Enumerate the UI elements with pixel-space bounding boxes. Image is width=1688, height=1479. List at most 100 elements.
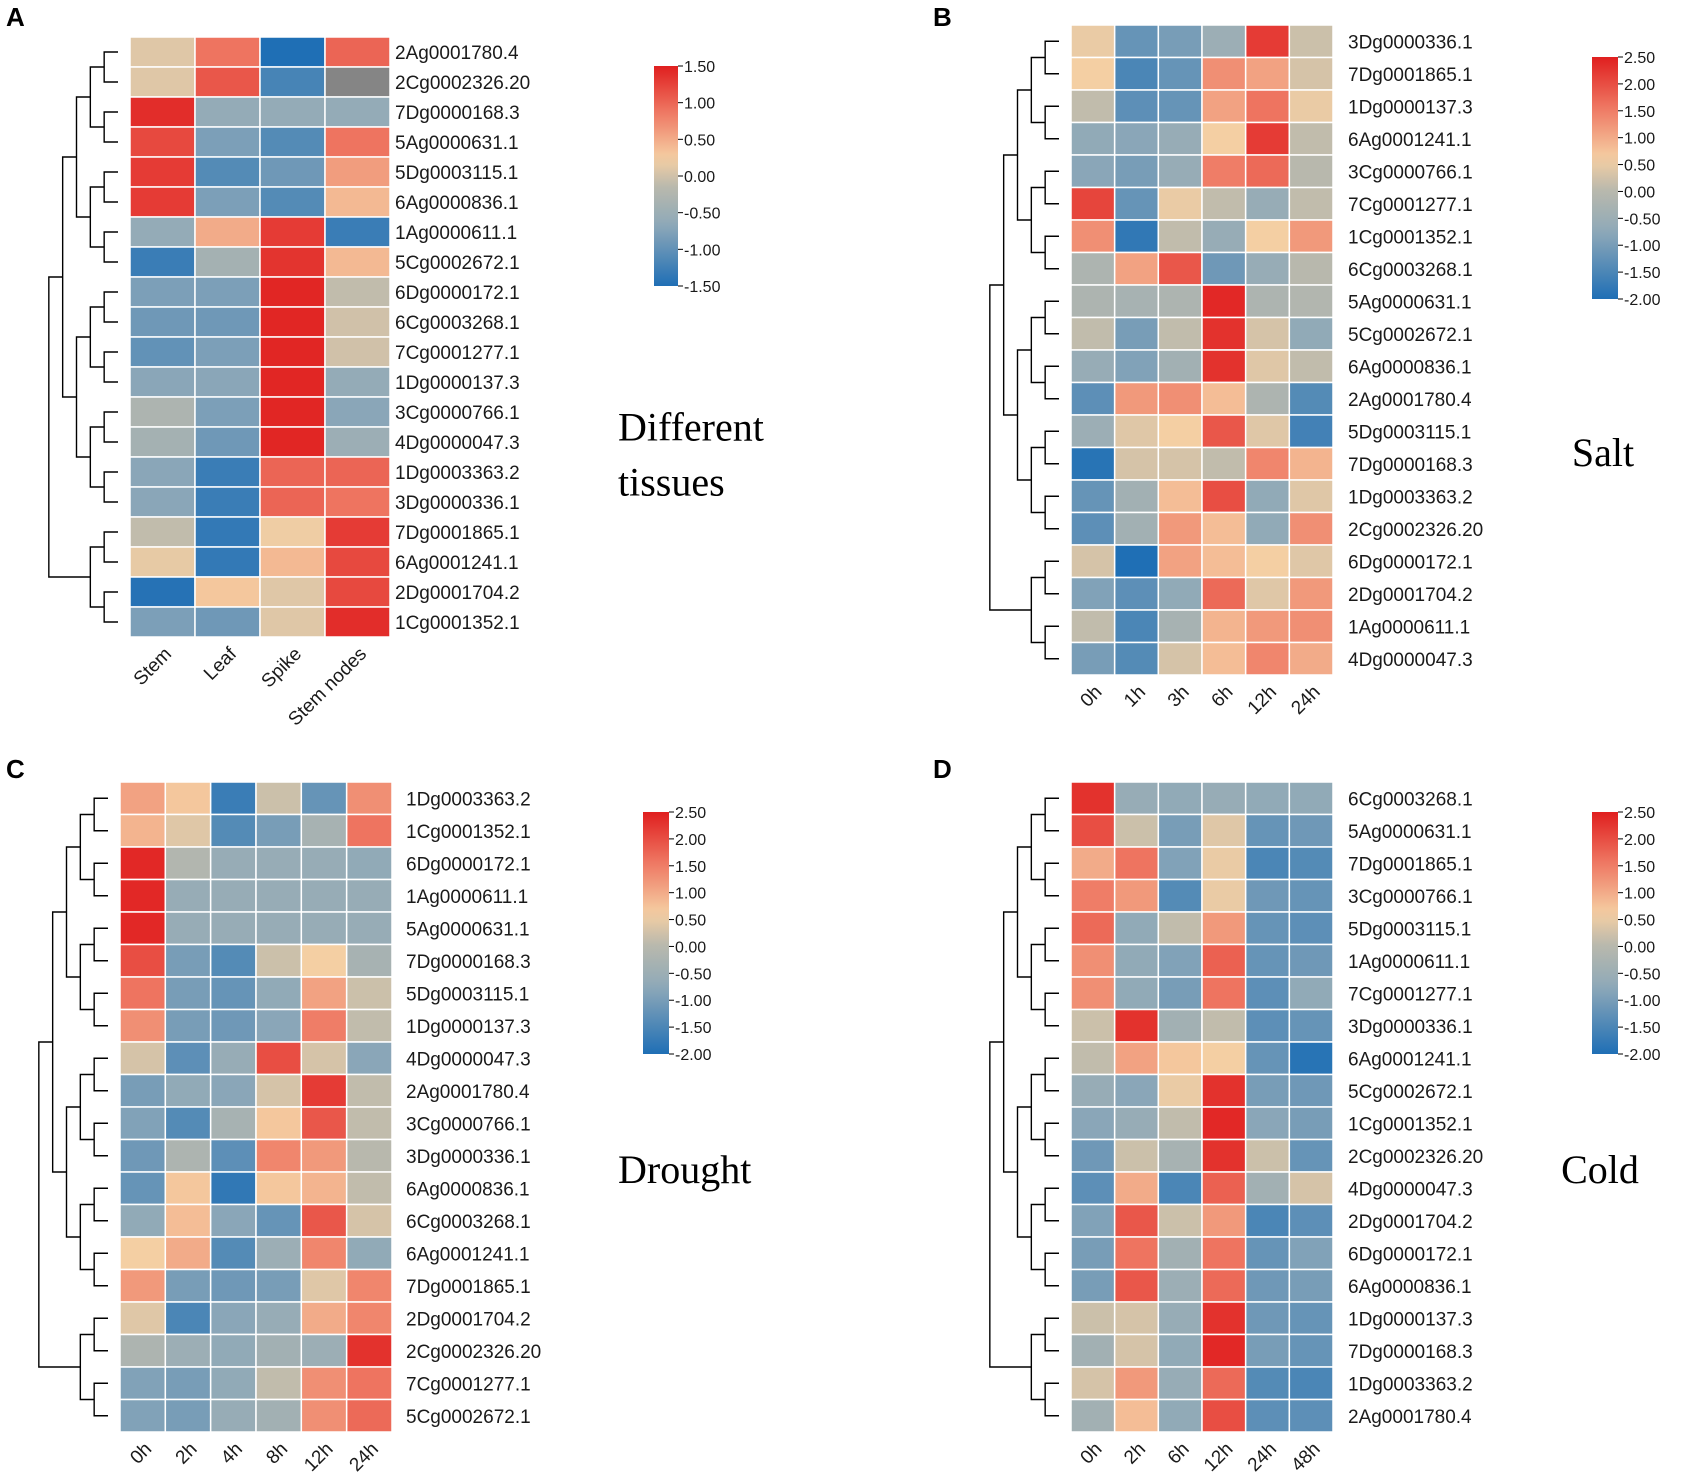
heatmap-cell (1113, 349, 1160, 384)
heatmap-cell (1070, 544, 1116, 579)
heatmap-cell (1288, 576, 1334, 611)
heatmap-cell (194, 66, 261, 98)
dendrogram-branch (93, 797, 108, 832)
heatmap-cell (1244, 24, 1291, 59)
color-scale-label: -1.00 (675, 993, 712, 1010)
row-label: 2Ag0001780.4 (406, 1082, 530, 1103)
heatmap-cell (324, 36, 391, 68)
dendrogram-branch (1016, 1106, 1032, 1238)
heatmap-cell (345, 878, 393, 913)
heatmap-cell (164, 1366, 212, 1401)
dendrogram-branch (93, 1122, 108, 1157)
heatmap-cell (1070, 1203, 1116, 1238)
row-label: 7Dg0000168.3 (406, 952, 531, 973)
row-label: 1Dg0000137.3 (1348, 97, 1473, 118)
heatmap-cell (345, 1138, 393, 1173)
dendrogram-branch (1044, 1122, 1059, 1157)
heatmap-cell (129, 486, 196, 518)
row-label: 6Dg0000172.1 (406, 854, 531, 875)
heatmap-cell (1201, 186, 1247, 221)
row-label: 3Dg0000336.1 (395, 493, 520, 514)
heatmap-cell (164, 1106, 212, 1141)
heatmap-cell (300, 1138, 348, 1173)
heatmap-cell (345, 911, 393, 946)
row-label: 6Ag0000836.1 (1348, 1277, 1472, 1298)
heatmap-cell (1288, 878, 1334, 913)
heatmap-cell (1244, 878, 1291, 913)
heatmap-cell (1157, 251, 1203, 286)
heatmap-cell (255, 1041, 303, 1076)
heatmap-cell (1157, 1073, 1203, 1108)
heatmap-cell (209, 1203, 257, 1238)
heatmap-cell (1070, 121, 1116, 156)
heatmap-cell (255, 878, 303, 913)
heatmap-cell (1288, 1106, 1334, 1141)
heatmap-cell (1201, 1268, 1247, 1303)
heatmap-cell (1157, 1138, 1203, 1173)
column-label: 2h (172, 1439, 202, 1469)
heatmap-cell (1070, 641, 1116, 676)
heatmap-cell (1113, 1041, 1160, 1076)
heatmap-cell (1244, 186, 1291, 221)
heatmap-cell (1288, 316, 1334, 351)
heatmap-cell (259, 366, 326, 398)
color-scale-label: -1.00 (1624, 993, 1661, 1010)
heatmap-cell (194, 306, 261, 338)
heatmap-cell (324, 126, 391, 158)
heatmap-cell (1113, 186, 1160, 221)
heatmap-cell (255, 976, 303, 1011)
heatmap-cell (1201, 89, 1247, 124)
heatmap-cell (164, 813, 212, 848)
dendrogram-branch (1016, 89, 1032, 221)
heatmap-cell (1070, 1333, 1116, 1368)
row-label: 6Ag0001241.1 (406, 1244, 530, 1265)
heatmap-cell (1157, 781, 1203, 816)
heatmap-cell (1070, 976, 1116, 1011)
heatmap-cell (345, 1398, 393, 1433)
heatmap-cell (1201, 511, 1247, 546)
heatmap-cell (1113, 609, 1160, 644)
dendrogram-branch (38, 1041, 81, 1368)
heatmap-cell (255, 1333, 303, 1368)
column-label: 24h (1287, 682, 1324, 719)
heatmap-cell (1244, 154, 1291, 189)
heatmap-cell (255, 1398, 303, 1433)
dendrogram-branch (1030, 186, 1046, 254)
dendrogram-branch (1044, 1382, 1059, 1417)
dendrogram-branch (103, 531, 118, 563)
heatmap-cell (1244, 911, 1291, 946)
heatmap-cell (1244, 1171, 1291, 1206)
heatmap-cell (1201, 846, 1247, 881)
heatmap-cell (1288, 1301, 1334, 1336)
heatmap-cell (259, 426, 326, 458)
heatmap-cell (164, 976, 212, 1011)
row-label: 3Dg0000336.1 (406, 1147, 531, 1168)
heatmap-cell (1070, 89, 1116, 124)
heatmap-cell (300, 911, 348, 946)
heatmap-cell (1288, 1171, 1334, 1206)
row-label: 2Dg0001704.2 (1348, 585, 1473, 606)
heatmap-cell (1070, 1268, 1116, 1303)
heatmap-cell (1113, 1138, 1160, 1173)
dendrogram-branch (103, 471, 118, 503)
heatmap-cell (345, 1171, 393, 1206)
heatmap-cell (119, 1171, 167, 1206)
dendrogram-branch (1016, 846, 1032, 978)
heatmap-cell (129, 216, 196, 248)
row-label: 7Cg0001277.1 (1348, 195, 1473, 216)
heatmap-cell (164, 1333, 212, 1368)
dendrogram-branch (1044, 625, 1059, 660)
heatmap-cell (1244, 813, 1291, 848)
heatmap-cell (1244, 609, 1291, 644)
heatmap-cell (129, 546, 196, 578)
heatmap-cell (1244, 846, 1291, 881)
heatmap-cell (1113, 56, 1160, 91)
row-label: 1Dg0003363.2 (1348, 1374, 1473, 1395)
heatmap-cell (255, 1106, 303, 1141)
row-label: 3Cg0000766.1 (406, 1114, 531, 1135)
column-label: 4h (217, 1439, 247, 1469)
heatmap-cell (1201, 576, 1247, 611)
dendrogram-branch (93, 1057, 108, 1092)
color-scale-label: 2.00 (1624, 77, 1655, 94)
heatmap-cell (209, 813, 257, 848)
